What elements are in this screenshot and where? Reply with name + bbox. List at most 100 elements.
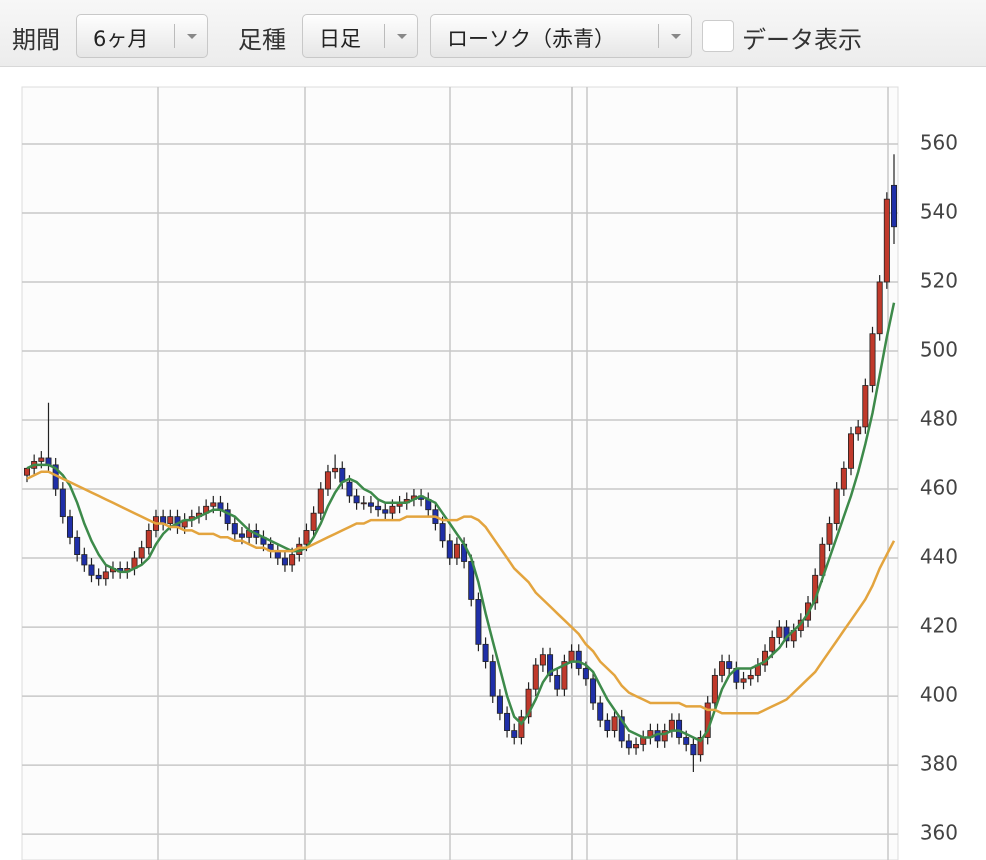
style-select[interactable]: ローソク（赤青） [430,14,692,58]
candle-body [511,730,518,738]
candle-body [776,626,783,638]
period-select[interactable]: 6ヶ月 [76,14,208,58]
y-tick-label: 440 [920,545,958,569]
candle-body [23,467,30,476]
period-label: 期間 [12,26,60,54]
candle-body [446,540,453,559]
candle-body [489,661,496,697]
candle-body [439,523,446,542]
moving-average-line [26,470,896,715]
candle-body [604,719,611,731]
y-tick-label: 380 [920,752,958,776]
candle-body [360,502,367,505]
candle-body [310,512,317,531]
candle-body [167,516,174,524]
bar-select[interactable]: 日足 [302,14,418,58]
y-tick-label: 460 [920,476,958,500]
candle-body [332,467,339,473]
date-grid [157,87,889,860]
candle-body [289,554,296,566]
candle-body [690,743,697,756]
candle-body [726,661,733,669]
candle-body [382,509,389,514]
candle-body [769,637,776,652]
candle-body [59,488,66,518]
candle-body [389,505,396,514]
candle-body [525,688,532,718]
candle-body [597,702,604,721]
candle-body [633,743,640,749]
candle-body [891,184,898,228]
candle-body [324,471,331,490]
candle-body [81,554,88,566]
candle-body [95,574,102,580]
candle-body [375,505,382,511]
candle-body [840,467,847,490]
y-tick-label: 420 [920,614,958,638]
candle-body [303,530,310,545]
candle-body [590,678,597,704]
data-toggle-label: データ表示 [742,26,862,54]
candle-body [231,523,238,535]
candle-body [346,481,353,497]
candle-body [453,543,460,559]
candle-body [224,509,231,524]
candle-body [575,650,582,669]
y-tick-label: 400 [920,683,958,707]
data-checkbox[interactable] [702,20,734,52]
bar-label: 足種 [238,26,286,54]
candle-body [317,488,324,514]
candle-body [833,488,840,524]
candle-body [618,716,625,742]
candle-body [66,516,73,538]
y-tick-label: 500 [920,337,958,361]
candle-body [210,502,217,507]
candle-body [547,654,554,676]
candle-body [661,730,668,742]
candle-body [482,643,489,662]
candle-body [625,740,632,749]
candle-body [676,719,683,738]
candle-body [869,333,876,386]
candle-body [855,426,862,435]
candle-body [826,523,833,545]
candle-body [38,457,45,462]
toolbar: 期間 6ヶ月 足種 日足 ローソク（赤青） データ表示 [0,0,986,67]
candle-body [74,536,81,555]
candle-body [496,695,503,714]
candle-body [532,664,539,690]
candle-body [719,661,726,676]
plot-area [21,86,899,860]
candle-body [697,737,704,756]
period-value: 6ヶ月 [93,27,149,51]
candle-body [145,530,152,549]
candle-body [539,654,546,666]
candle-body [747,674,754,680]
y-tick-label: 520 [920,268,958,292]
candle-body [668,719,675,731]
chart: 360 380 400 420 440 460 480 500 520 540 560 [0,68,986,860]
candle-body [683,737,690,745]
candle-body [367,502,374,507]
candle-body [353,495,360,504]
style-value: ローソク（赤青） [447,27,615,51]
candle-body [848,433,855,469]
candle-body [88,564,95,576]
y-tick-label: 540 [920,199,958,223]
candle-body [568,650,575,662]
candle-body [238,533,245,538]
candle-body [102,571,109,580]
y-tick-label: 480 [920,407,958,431]
candle-body [138,547,145,559]
candle-body [504,712,511,731]
candle-body [475,599,482,645]
candle-body [582,668,589,680]
candle-body [711,674,718,704]
candle-body [611,716,618,731]
candle-body [554,674,561,690]
candle-body [561,661,568,690]
candle-body [876,281,883,335]
y-tick-label: 360 [920,821,958,845]
bar-value: 日足 [319,27,361,51]
